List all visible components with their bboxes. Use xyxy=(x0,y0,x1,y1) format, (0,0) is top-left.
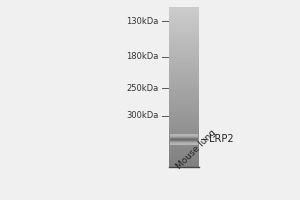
Text: 250kDa: 250kDa xyxy=(127,84,159,93)
Text: Mouse lung: Mouse lung xyxy=(175,128,218,171)
Text: 300kDa: 300kDa xyxy=(127,111,159,120)
Text: 180kDa: 180kDa xyxy=(127,52,159,61)
Text: 130kDa: 130kDa xyxy=(127,17,159,26)
Text: LRP2: LRP2 xyxy=(209,134,234,144)
